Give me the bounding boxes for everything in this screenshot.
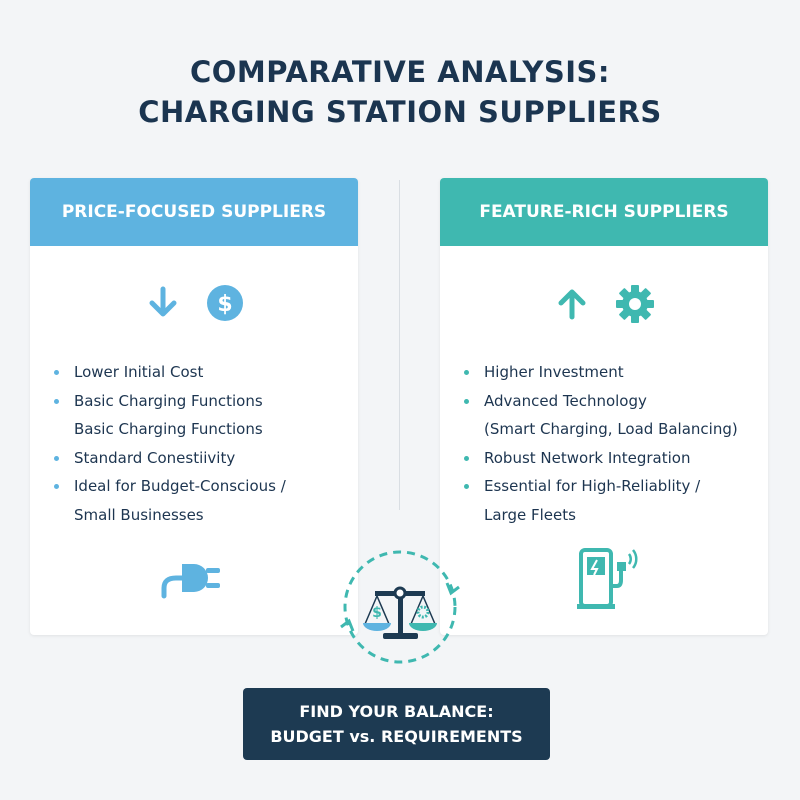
page-title: COMPARATIVE ANALYSIS: CHARGING STATION S… bbox=[138, 55, 662, 129]
arrow-down-icon bbox=[149, 286, 177, 317]
list-item: Basic Charging Functions bbox=[74, 420, 263, 438]
list-item: Robust Network Integration bbox=[462, 444, 738, 473]
gear-icon bbox=[616, 285, 654, 323]
dollar-icon: $ bbox=[207, 285, 243, 321]
list-item: Small Businesses bbox=[74, 505, 204, 524]
balance-scale-icon: $ bbox=[340, 550, 460, 664]
list-item: Large Fleets bbox=[484, 505, 576, 524]
list-item: Essential for High-Reliablity / bbox=[462, 472, 738, 501]
svg-text:$: $ bbox=[217, 292, 232, 317]
card-header: PRICE-FOCUSED SUPPLIERS bbox=[30, 178, 358, 246]
list-item: Basic Charging Functions bbox=[52, 387, 286, 416]
list-item: Lower Initial Cost bbox=[52, 358, 286, 387]
plug-icon bbox=[161, 564, 220, 599]
find-balance-banner: FIND YOUR BALANCE: BUDGET vs. REQUIREMEN… bbox=[243, 688, 550, 760]
ev-charger-icon bbox=[577, 548, 638, 609]
list-item: (Smart Charging, Load Balancing) bbox=[484, 420, 738, 438]
list-item: Advanced Technology bbox=[462, 387, 738, 416]
card-header: FEATURE-RICH SUPPLIERS bbox=[440, 178, 768, 246]
list-item: Standard Conestiivity bbox=[52, 444, 286, 473]
list-item: Ideal for Budget-Conscious / bbox=[52, 472, 286, 501]
divider bbox=[399, 180, 400, 510]
list-item: Higher Investment bbox=[462, 358, 738, 387]
feature-rich-card: FEATURE-RICH SUPPLIERS Higher Investment… bbox=[440, 178, 768, 635]
price-focused-card: PRICE-FOCUSED SUPPLIERS $ Lower Initial … bbox=[30, 178, 358, 635]
svg-text:$: $ bbox=[372, 605, 382, 621]
arrow-up-icon bbox=[558, 289, 586, 320]
